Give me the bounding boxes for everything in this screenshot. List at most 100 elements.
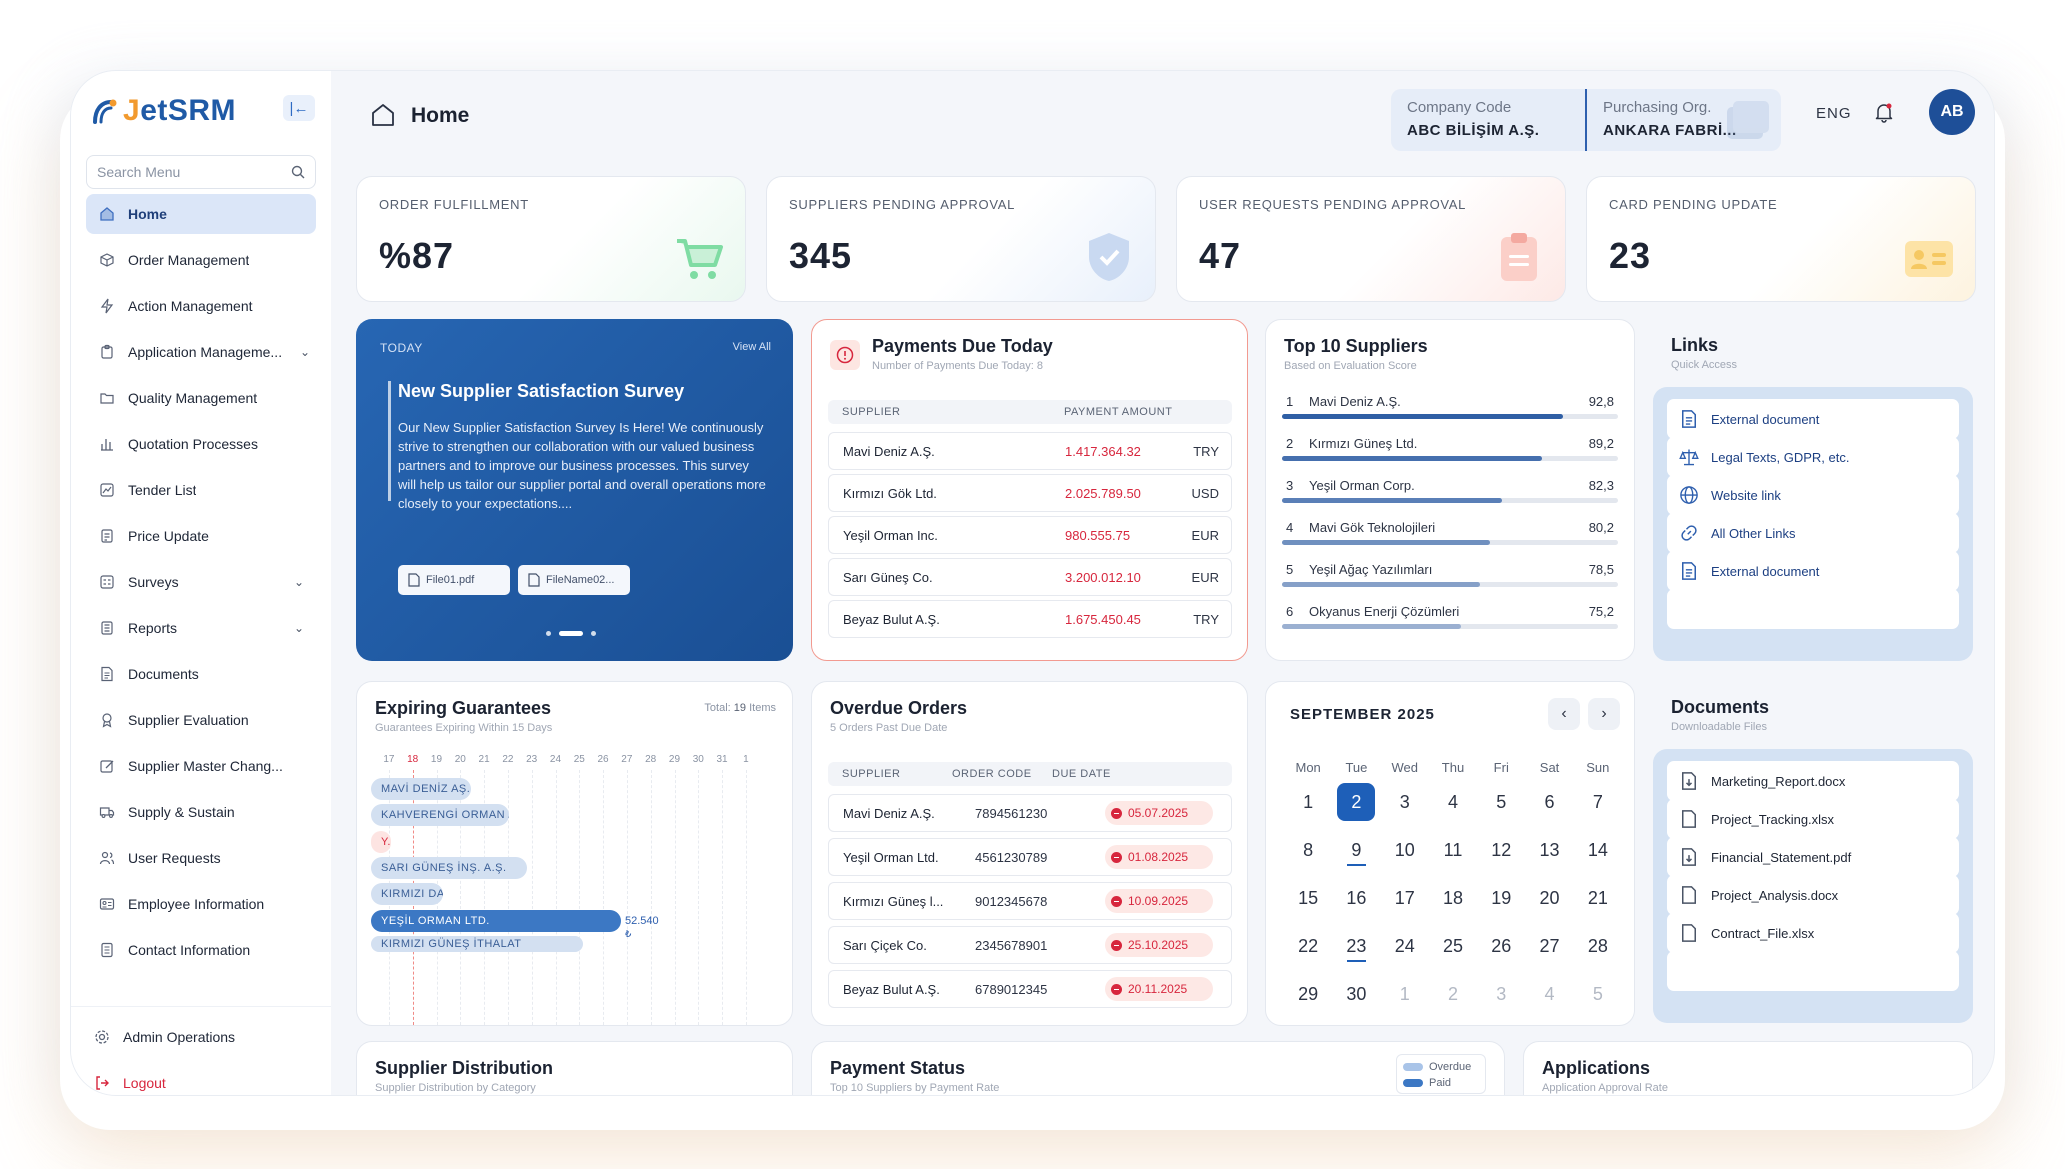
view-all-link[interactable]: View All [732,341,771,353]
language-selector[interactable]: ENG [1816,105,1852,122]
chevron-down-icon[interactable]: ⌄ [299,345,310,359]
calendar-day[interactable]: 20 [1539,887,1560,908]
supplier-rank-row[interactable]: 5 Yeşil Ağaç Yazılımları 78,5 [1282,554,1618,598]
calendar-day[interactable]: 10 [1394,839,1415,860]
calendar-day[interactable]: 29 [1298,983,1319,1004]
guarantee-bar[interactable]: SARI GÜNEŞ İNŞ. A.Ş. [371,856,527,879]
org-selector[interactable]: Company Code ABC BİLİŞİM A.Ş. Purchasing… [1391,89,1781,151]
calendar-day[interactable]: 13 [1539,839,1560,860]
calendar-day[interactable]: 21 [1587,887,1608,908]
guarantee-bar[interactable]: Y... [371,830,391,853]
calendar-day[interactable]: 1 [1303,791,1314,812]
calendar-day[interactable]: 15 [1298,887,1319,908]
sidebar-item-supplier-master-chang[interactable]: Supplier Master Chang... [86,746,316,786]
sidebar-item-surveys[interactable]: Surveys ⌄ [86,562,316,602]
sidebar-item-user-requests[interactable]: User Requests [86,838,316,878]
document-item[interactable]: Project_Tracking.xlsx [1667,799,1959,839]
bell-icon[interactable] [1873,101,1895,123]
calendar-day[interactable]: 2 [1447,983,1458,1004]
calendar-day[interactable]: 2 [1332,778,1380,826]
calendar-day[interactable]: 12 [1491,839,1512,860]
quick-link[interactable]: External document [1667,399,1959,439]
sidebar-item-reports[interactable]: Reports ⌄ [86,608,316,648]
table-row[interactable]: Yeşil Orman Inc. 980.555.75 EUR [828,516,1232,554]
guarantee-bar[interactable]: YEŞİL ORMAN LTD. [371,909,621,932]
calendar-day[interactable]: 5 [1592,983,1603,1004]
document-item[interactable]: Marketing_Report.docx [1667,761,1959,801]
carousel-dot[interactable] [546,631,551,636]
kpi-suppliers-pending[interactable]: SUPPLIERS PENDING APPROVAL 345 [766,176,1156,302]
document-item[interactable]: Financial_Statement.pdf [1667,837,1959,877]
calendar-day[interactable]: 24 [1394,935,1415,956]
document-item[interactable]: Contract_File.xlsx [1667,913,1959,953]
sidebar-item-tender-list[interactable]: Tender List [86,470,316,510]
supplier-rank-row[interactable]: 2 Kırmızı Güneş Ltd. 89,2 [1282,428,1618,472]
guarantee-bar[interactable]: KIRMIZI GÜNEŞ İTHALAT [371,935,583,952]
calendar-day[interactable]: 1 [1399,983,1410,1004]
table-row[interactable]: Kırmızı Güneş l... 9012345678 10.09.2025 [828,882,1232,920]
survey-card[interactable]: TODAY View All New Supplier Satisfaction… [356,319,793,661]
collapse-sidebar-button[interactable]: |← [283,95,315,121]
table-row[interactable]: Kırmızı Gök Ltd. 2.025.789.50 USD [828,474,1232,512]
calendar-day[interactable]: 6 [1544,791,1555,812]
calendar-day[interactable]: 8 [1303,839,1314,860]
sidebar-item-application-manageme[interactable]: Application Manageme... ⌄ [86,332,316,372]
calendar-day[interactable]: 18 [1442,887,1463,908]
sidebar-item-contact-information[interactable]: Contact Information [86,930,316,970]
user-avatar[interactable]: AB [1929,89,1975,135]
quick-link[interactable]: External document [1667,551,1959,591]
calendar-day[interactable]: 28 [1587,935,1608,956]
quick-link[interactable]: Legal Texts, GDPR, etc. [1667,437,1959,477]
guarantee-bar[interactable]: KIRMIZI DAĞ T... [371,883,443,906]
documents-list[interactable]: Marketing_Report.docx Project_Tracking.xl… [1653,749,1973,1023]
sidebar-item-quality-management[interactable]: Quality Management [86,378,316,418]
calendar-day[interactable]: 27 [1539,935,1560,956]
chevron-down-icon[interactable]: ⌄ [293,621,304,635]
sidebar-item-action-management[interactable]: Action Management [86,286,316,326]
carousel-dot-active[interactable] [559,631,583,636]
calendar-day[interactable]: 30 [1346,983,1367,1004]
calendar-day[interactable]: 19 [1491,887,1512,908]
table-row[interactable]: Sarı Güneş Co. 3.200.012.10 EUR [828,558,1232,596]
calendar-day[interactable]: 3 [1496,983,1507,1004]
calendar-day[interactable]: 14 [1587,839,1608,860]
supplier-rank-row[interactable]: 3 Yeşil Orman Corp. 82,3 [1282,470,1618,514]
logo[interactable]: JetSRM [91,89,236,133]
quick-link[interactable]: Website link [1667,475,1959,515]
supplier-rank-row[interactable]: 6 Okyanus Enerji Çözümleri 75,2 [1282,596,1618,640]
calendar-day[interactable]: 9 [1332,826,1380,874]
calendar-day[interactable]: 11 [1443,839,1463,860]
company-code-selector[interactable]: Company Code ABC BİLİŞİM A.Ş. [1391,89,1585,151]
sidebar-item-order-management[interactable]: Order Management [86,240,316,280]
sidebar-item-supply-sustain[interactable]: Supply & Sustain [86,792,316,832]
calendar-day[interactable]: 4 [1544,983,1555,1004]
sidebar-item-supplier-evaluation[interactable]: Supplier Evaluation [86,700,316,740]
kpi-card-pending-update[interactable]: CARD PENDING UPDATE 23 [1586,176,1976,302]
sidebar-item-admin-operations[interactable]: Admin Operations [81,1017,311,1057]
document-item[interactable]: Project_Analysis.docx [1667,875,1959,915]
logout-button[interactable]: Logout [81,1063,311,1095]
calendar-day[interactable]: 3 [1399,791,1410,812]
carousel-dot[interactable] [591,631,596,636]
chevron-down-icon[interactable]: ⌄ [293,575,304,589]
calendar-day[interactable]: 17 [1394,887,1415,908]
sidebar-item-quotation-processes[interactable]: Quotation Processes [86,424,316,464]
calendar-day[interactable]: 16 [1346,887,1367,908]
carousel-dots[interactable] [546,631,596,636]
guarantee-bar[interactable]: KAHVERENGİ ORMAN A.Ş. [371,804,509,827]
table-row[interactable]: Mavi Deniz A.Ş. 7894561230 05.07.2025 [828,794,1232,832]
calendar-prev-button[interactable]: ‹ [1548,698,1580,730]
table-row[interactable]: Mavi Deniz A.Ş. 1.417.364.32 TRY [828,432,1232,470]
sidebar-item-price-update[interactable]: Price Update [86,516,316,556]
sidebar-item-employee-information[interactable]: Employee Information [86,884,316,924]
calendar-day[interactable]: 22 [1298,935,1319,956]
sidebar-item-home[interactable]: Home [86,194,316,234]
calendar-day[interactable]: 4 [1447,791,1458,812]
supplier-rank-row[interactable]: 4 Mavi Gök Teknolojileri 80,2 [1282,512,1618,556]
calendar-day[interactable]: 5 [1496,791,1507,812]
supplier-rank-row[interactable]: 1 Mavi Deniz A.Ş. 92,8 [1282,386,1618,430]
calendar-day[interactable]: 25 [1442,935,1463,956]
table-row[interactable]: Sarı Çiçek Co. 2345678901 25.10.2025 [828,926,1232,964]
quick-link[interactable]: All Other Links [1667,513,1959,553]
table-row[interactable]: Yeşil Orman Ltd. 4561230789 01.08.2025 [828,838,1232,876]
